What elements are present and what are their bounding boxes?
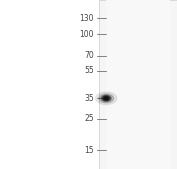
Text: 55: 55	[84, 66, 94, 75]
Ellipse shape	[104, 97, 108, 100]
Ellipse shape	[105, 98, 107, 99]
Ellipse shape	[101, 95, 111, 101]
Text: 15: 15	[84, 146, 94, 155]
Ellipse shape	[99, 94, 114, 103]
Ellipse shape	[103, 96, 109, 100]
Text: 70: 70	[84, 52, 94, 61]
Text: 130: 130	[79, 14, 94, 23]
Ellipse shape	[96, 92, 117, 105]
Bar	[99, 0, 177, 169]
Text: 25: 25	[84, 114, 94, 123]
Bar	[106, 0, 170, 169]
Text: 35: 35	[84, 94, 94, 103]
Text: 100: 100	[79, 30, 94, 39]
